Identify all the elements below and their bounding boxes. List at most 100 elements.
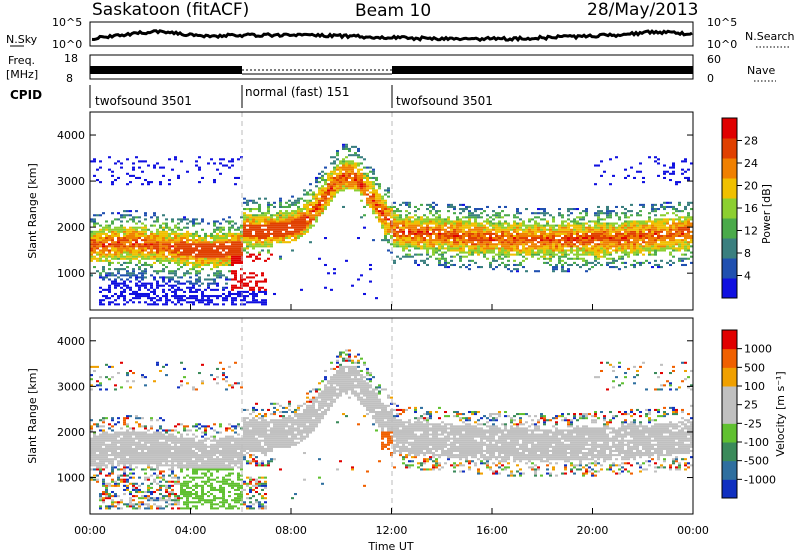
power-cell [606,222,609,225]
power-cell [150,245,153,248]
power-cell [267,228,270,231]
power-cell [474,224,477,227]
power-cell [177,268,180,271]
power-cell [234,292,237,296]
power-cell [528,253,531,256]
power-cell [522,230,525,233]
power-cell [207,286,210,289]
power-cell [264,290,267,293]
power-cell [642,222,645,225]
power-cell [645,222,648,225]
power-cell [306,230,309,233]
power-cell [612,257,615,260]
power-cell [306,199,309,202]
power-cell [174,245,177,248]
power-cell [222,261,225,264]
power-cell [435,224,438,227]
power-cell [198,243,201,246]
power-cell [384,226,387,229]
power-cell [138,276,141,279]
velocity-cell [132,447,135,450]
power-cell [684,205,687,209]
power-cell [189,255,192,258]
power-cell [225,164,228,167]
power-cell [135,243,138,246]
power-cell [282,239,285,242]
power-cell [396,218,399,221]
velocity-cell [99,419,102,422]
power-cell [474,234,477,238]
power-cell [117,228,120,231]
power-cell [294,216,297,219]
power-cell [183,243,186,246]
power-cell [315,216,318,219]
power-cell [177,228,180,231]
power-cell [603,212,606,215]
power-cell [213,261,216,264]
velocity-cell [126,484,129,487]
power-cell [207,257,210,260]
power-cell [258,243,261,246]
power-cell [483,245,486,248]
power-cell [282,228,285,231]
power-cell [255,241,258,244]
power-cell [192,303,195,306]
power-cell [291,224,294,227]
power-cell [591,241,594,244]
nsky-tick-top: 10^5 [52,16,82,29]
velocity-cell [99,507,102,510]
velocity-cell [111,490,114,494]
power-cell [654,230,657,233]
power-cell [444,251,447,254]
power-cell [267,241,270,244]
power-cell [558,214,561,217]
power-cell [261,290,264,293]
power-cell [675,239,678,242]
power-cell [159,259,162,262]
velocity-cell [132,482,135,485]
power-cell [495,234,498,238]
power-cell [480,249,483,252]
power-cell [633,224,636,227]
power-cell [585,234,588,238]
power-cell [303,216,306,219]
power-cell [636,249,639,252]
power-cell [192,247,195,250]
colorbar-block [722,238,737,259]
velocity-cell [144,376,147,379]
power-cell [474,249,477,252]
power-cell [312,203,315,206]
power-cell [636,228,639,231]
power-cell [561,232,564,235]
power-cell [324,286,327,289]
power-cell [237,232,240,235]
power-cell [639,243,642,246]
power-cell [654,253,657,256]
power-cell [417,241,420,244]
power-cell [555,266,558,269]
power-cell [315,181,318,184]
power-cell [486,232,489,235]
power-cell [210,295,213,298]
power-cell [579,228,582,231]
power-cell [309,201,312,204]
power-cell [171,255,174,258]
power-cell [183,232,186,235]
power-cell [498,214,501,217]
power-cell [213,178,216,182]
power-cell [609,253,612,256]
power-cell [129,286,132,289]
power-cell [225,245,228,248]
power-cell [345,164,348,167]
power-cell [150,297,153,300]
power-cell [345,170,348,173]
power-cell [228,290,231,293]
power-cell [336,164,339,167]
power-cell [129,181,132,184]
velocity-cell [129,447,132,450]
power-cell [222,239,225,242]
power-cell [174,290,177,293]
power-cell [459,203,462,206]
power-cell [657,220,660,223]
power-cell [684,158,687,161]
